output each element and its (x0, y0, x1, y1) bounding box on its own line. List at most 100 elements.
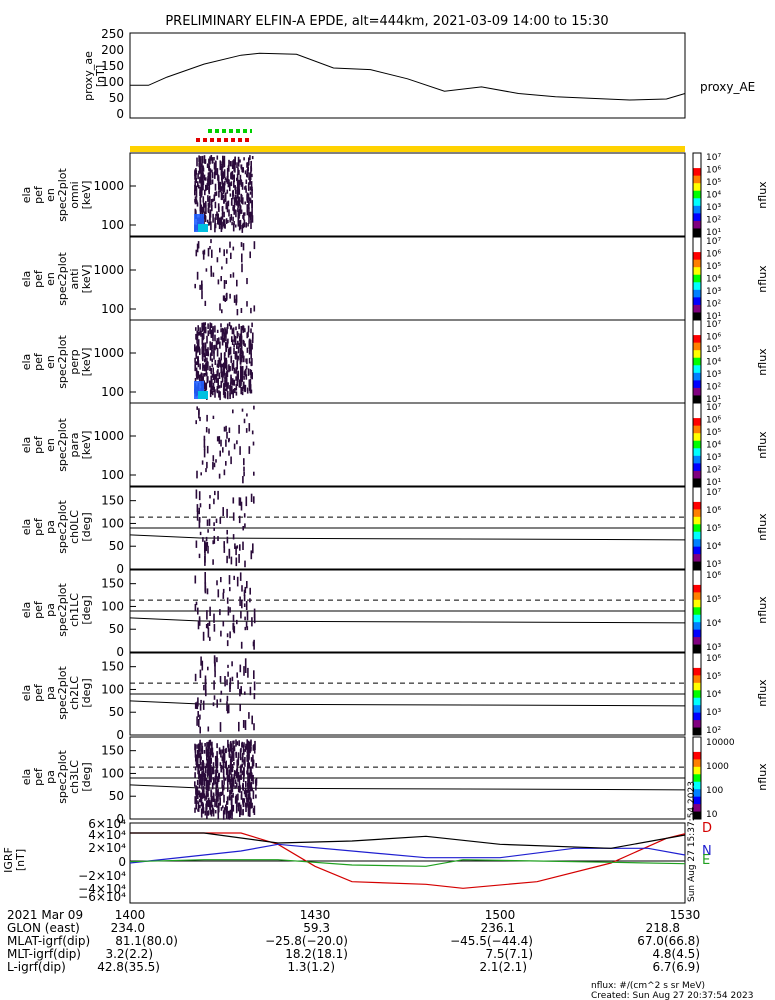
footer-row-4-col-2: 2.1(2.1) (479, 960, 527, 974)
pa-pixel (249, 587, 251, 595)
colorbar-segment (693, 804, 701, 813)
pa-pixel (204, 540, 206, 545)
spec-pixel (202, 366, 204, 371)
pa-pixel (207, 627, 210, 638)
spec-pixel (211, 179, 214, 185)
spec-ylabel-line: en (44, 438, 57, 452)
spec-pixel (201, 283, 203, 291)
pa-pixel (196, 716, 198, 726)
pa-pixel (243, 767, 245, 777)
spec-pixel (233, 344, 235, 348)
colorbar-segment (693, 455, 701, 464)
ae-series-line (130, 52, 686, 101)
spec-pixel (222, 295, 225, 301)
spec-pixel (213, 162, 216, 170)
pa-pixel (213, 770, 215, 775)
pa-pixel (227, 664, 229, 668)
pa-pixel (233, 773, 235, 780)
spec-pixel (195, 170, 198, 175)
spec-pixel (242, 351, 244, 357)
spec-pixel (228, 159, 230, 165)
spec-pixel (240, 326, 243, 333)
spec-pixel (238, 188, 240, 195)
pa-pixel (211, 782, 214, 790)
spec-pixel (251, 156, 254, 160)
pa-pixel (250, 493, 253, 502)
pa-pixel (240, 686, 242, 694)
pa-pixel (215, 760, 217, 767)
spec-pixel (249, 186, 252, 191)
spec-pixel (239, 384, 241, 388)
spec-pixel (227, 200, 230, 207)
spec-pixel (222, 371, 224, 378)
pa-pixel (220, 791, 222, 796)
spec-pixel (211, 385, 214, 391)
spec-pixel (198, 331, 200, 336)
spec-pixel (232, 223, 235, 232)
pa-pixel (213, 498, 215, 505)
spec-ytick: 1000 (93, 346, 124, 360)
spec-pixel (238, 379, 241, 388)
pa-pixel (215, 795, 218, 801)
spec-pixel (195, 347, 197, 357)
spec-pixel (240, 366, 242, 375)
pa-ylabel-line: ch2LC (68, 676, 81, 710)
spec-pixel (211, 169, 213, 173)
pa-pixel (253, 805, 256, 815)
spec-ytick: 100 (101, 302, 124, 316)
pa-pixel (245, 745, 247, 750)
colorbar-segment (693, 478, 701, 487)
spec-pixel (235, 209, 237, 218)
spec-pixel (200, 156, 202, 161)
spec-pixel (212, 372, 215, 380)
colorbar-segment (693, 335, 701, 344)
pa-pixel (206, 542, 209, 547)
spec-pixel (234, 194, 237, 202)
spec-pixel (214, 389, 216, 398)
pa-pixel (198, 750, 200, 758)
spec-pixel (220, 216, 223, 221)
spec-pixel (206, 461, 208, 469)
ae-ytick-1: 50 (109, 91, 124, 105)
colorbar-tick: 10³ (706, 453, 721, 463)
pa-pixel (212, 809, 215, 817)
spec-pixel (222, 219, 225, 227)
pa-pixel (206, 742, 208, 748)
spec-pixel (231, 339, 234, 345)
spec-pixel (241, 391, 244, 396)
pa-pixel (198, 553, 201, 559)
pa-pixel (245, 601, 248, 610)
colorbar-segment (693, 675, 701, 684)
spec-pixel (243, 355, 245, 363)
pa-pixel (246, 754, 248, 762)
pa-pixel (239, 664, 242, 673)
colorbar-tick: 10⁴ (706, 619, 721, 629)
pa-ylabel-line: spec2plot (56, 500, 69, 554)
spec-pixel (240, 164, 243, 170)
spec-pixel (204, 383, 206, 390)
spec-pixel (213, 351, 215, 360)
pa-pixel (252, 790, 255, 800)
spec-pixel (225, 342, 227, 348)
pa-pixel (202, 537, 204, 542)
spec-ylabel-line: anti (68, 268, 81, 289)
pa-pixel (243, 742, 245, 748)
spec-pixel (206, 182, 209, 186)
pa-pixel (218, 747, 221, 755)
pa-pixel (201, 763, 203, 768)
pa-pixel (205, 793, 208, 800)
pa-pixel (217, 536, 219, 541)
spec-pixel (210, 265, 212, 272)
spec-pixel (204, 159, 207, 164)
spec-pixel (207, 361, 209, 371)
spec-pixel (240, 242, 243, 247)
colorbar-segment (693, 372, 701, 381)
pa-pixel (199, 503, 202, 508)
spec-pixel (202, 376, 204, 381)
pa-pixel (208, 621, 211, 626)
footer-row-3-label: MLT-igrf(dip) (7, 947, 81, 961)
pa-pixel (222, 769, 225, 779)
spec-pixel (222, 194, 224, 199)
pa-pixel (199, 753, 202, 763)
spec-pixel (214, 223, 217, 229)
